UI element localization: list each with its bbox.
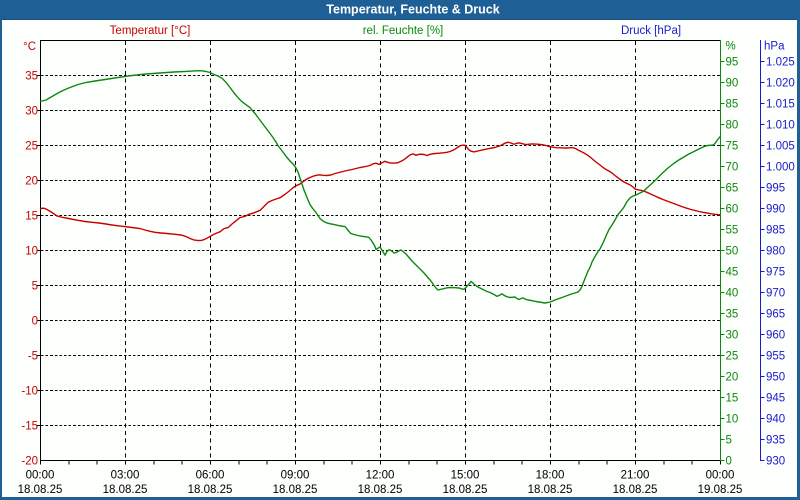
svg-text:-10: -10 <box>21 386 38 398</box>
svg-text:19.08.25: 19.08.25 <box>698 484 743 496</box>
svg-text:Druck [hPa]: Druck [hPa] <box>621 25 681 37</box>
svg-text:980: 980 <box>766 246 785 258</box>
svg-text:30: 30 <box>726 330 739 342</box>
svg-text:965: 965 <box>766 309 785 321</box>
svg-text:940: 940 <box>766 414 785 426</box>
svg-text:5: 5 <box>32 281 38 293</box>
svg-text:960: 960 <box>766 330 785 342</box>
svg-text:30: 30 <box>25 106 38 118</box>
svg-text:90: 90 <box>726 78 739 90</box>
svg-text:65: 65 <box>726 183 739 195</box>
svg-text:10: 10 <box>25 246 38 258</box>
svg-text:06:00: 06:00 <box>196 470 225 482</box>
svg-text:18.08.25: 18.08.25 <box>528 484 573 496</box>
svg-text:75: 75 <box>726 141 739 153</box>
svg-text:20: 20 <box>726 372 739 384</box>
svg-text:Temperatur [°C]: Temperatur [°C] <box>110 25 191 37</box>
svg-text:°C: °C <box>23 41 36 53</box>
svg-text:1.025: 1.025 <box>766 57 795 69</box>
svg-text:25: 25 <box>25 141 38 153</box>
svg-text:18.08.25: 18.08.25 <box>613 484 658 496</box>
svg-text:21:00: 21:00 <box>621 470 650 482</box>
svg-text:-15: -15 <box>21 421 38 433</box>
svg-text:1.020: 1.020 <box>766 78 795 90</box>
svg-text:%: % <box>726 41 736 53</box>
svg-text:18.08.25: 18.08.25 <box>18 484 63 496</box>
svg-text:40: 40 <box>726 288 739 300</box>
svg-text:-5: -5 <box>28 351 38 363</box>
svg-text:0: 0 <box>726 456 732 468</box>
svg-text:995: 995 <box>766 183 785 195</box>
svg-text:0: 0 <box>32 316 38 328</box>
svg-text:18.08.25: 18.08.25 <box>358 484 403 496</box>
svg-text:955: 955 <box>766 351 785 363</box>
svg-text:80: 80 <box>726 120 739 132</box>
svg-text:18:00: 18:00 <box>536 470 565 482</box>
svg-text:20: 20 <box>25 176 38 188</box>
svg-text:55: 55 <box>726 225 739 237</box>
svg-text:1.000: 1.000 <box>766 162 795 174</box>
svg-text:950: 950 <box>766 372 785 384</box>
svg-text:95: 95 <box>726 57 739 69</box>
svg-text:970: 970 <box>766 288 785 300</box>
svg-text:rel. Feuchte [%]: rel. Feuchte [%] <box>363 25 444 37</box>
svg-text:00:00: 00:00 <box>706 470 735 482</box>
svg-text:50: 50 <box>726 246 739 258</box>
svg-text:15: 15 <box>25 211 38 223</box>
svg-text:10: 10 <box>726 414 739 426</box>
svg-text:18.08.25: 18.08.25 <box>103 484 148 496</box>
svg-text:5: 5 <box>726 435 732 447</box>
svg-text:935: 935 <box>766 435 785 447</box>
svg-text:60: 60 <box>726 204 739 216</box>
svg-text:03:00: 03:00 <box>111 470 140 482</box>
svg-text:45: 45 <box>726 267 739 279</box>
svg-text:1.010: 1.010 <box>766 120 795 132</box>
svg-text:Temperatur, Feuchte & Druck: Temperatur, Feuchte & Druck <box>326 3 499 17</box>
svg-text:35: 35 <box>726 309 739 321</box>
svg-text:70: 70 <box>726 162 739 174</box>
svg-text:945: 945 <box>766 393 785 405</box>
svg-text:930: 930 <box>766 456 785 468</box>
svg-text:hPa: hPa <box>764 41 785 53</box>
svg-text:1.005: 1.005 <box>766 141 795 153</box>
svg-text:15:00: 15:00 <box>451 470 480 482</box>
svg-text:1.015: 1.015 <box>766 99 795 111</box>
svg-text:15: 15 <box>726 393 739 405</box>
svg-text:35: 35 <box>25 71 38 83</box>
svg-text:09:00: 09:00 <box>281 470 310 482</box>
svg-text:990: 990 <box>766 204 785 216</box>
svg-text:18.08.25: 18.08.25 <box>273 484 318 496</box>
svg-text:85: 85 <box>726 99 739 111</box>
svg-text:18.08.25: 18.08.25 <box>443 484 488 496</box>
svg-text:975: 975 <box>766 267 785 279</box>
svg-text:00:00: 00:00 <box>26 470 55 482</box>
svg-text:12:00: 12:00 <box>366 470 395 482</box>
svg-text:985: 985 <box>766 225 785 237</box>
svg-text:-20: -20 <box>21 456 38 468</box>
svg-text:25: 25 <box>726 351 739 363</box>
svg-text:18.08.25: 18.08.25 <box>188 484 233 496</box>
